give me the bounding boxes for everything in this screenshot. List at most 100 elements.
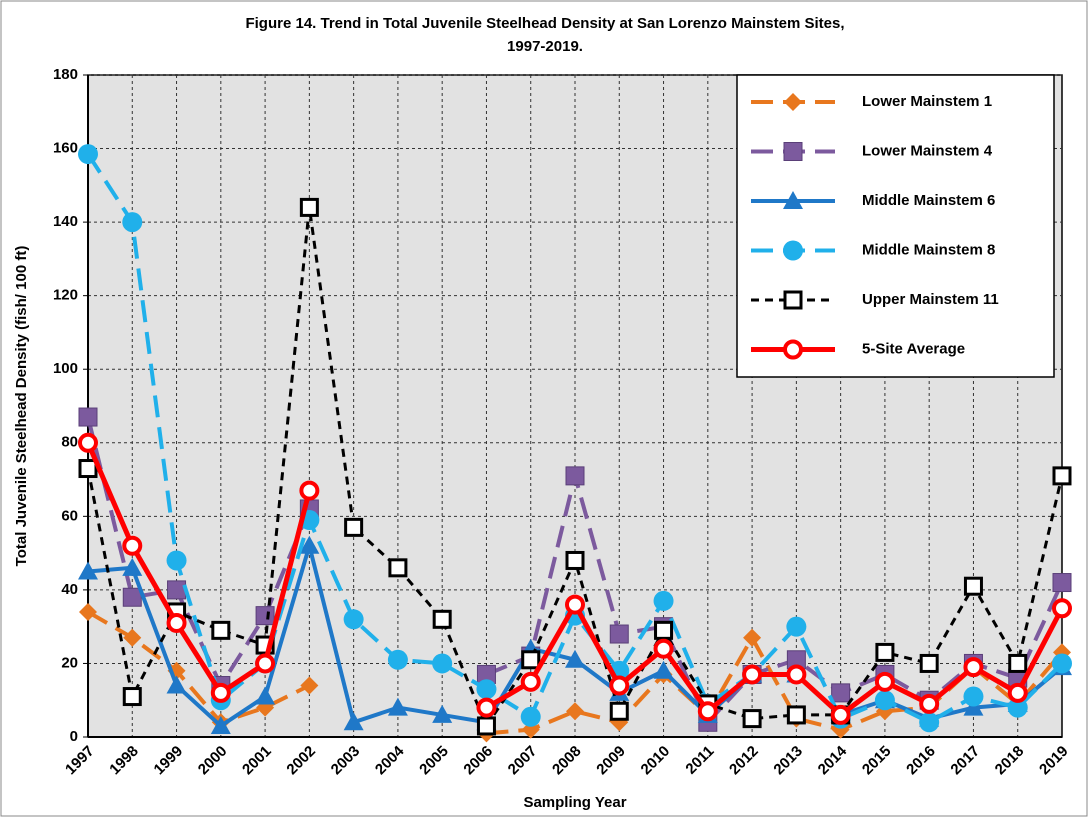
data-point [299, 197, 319, 217]
data-point [343, 609, 364, 630]
legend-label: Middle Mainstem 6 [862, 192, 995, 209]
data-point [122, 587, 142, 607]
data-point [387, 649, 408, 670]
data-point [166, 675, 187, 694]
data-point [786, 705, 806, 725]
y-tick-label: 40 [61, 581, 78, 598]
data-point [742, 664, 763, 685]
data-point [476, 679, 497, 700]
data-point [963, 697, 984, 716]
legend-marker [783, 290, 803, 310]
legend-marker [783, 339, 803, 360]
y-tick-label: 60 [61, 507, 78, 524]
series-line [85, 441, 312, 697]
data-point [210, 715, 231, 734]
data-point [520, 671, 541, 692]
data-point [963, 686, 984, 707]
data-point [122, 535, 143, 556]
data-point [476, 716, 496, 736]
data-point [388, 558, 408, 578]
data-point [255, 686, 276, 705]
data-point [1052, 653, 1072, 674]
chart-subtitle: 1997-2019. [507, 38, 583, 55]
y-axis-title: Total Juvenile Steelhead Density (fish/ … [13, 246, 30, 567]
data-point [166, 612, 187, 633]
y-tick-label: 140 [53, 213, 78, 230]
data-point [78, 432, 98, 453]
data-point [299, 480, 320, 501]
data-point [963, 657, 984, 678]
data-point [1007, 682, 1028, 703]
data-point [78, 407, 98, 427]
data-point [1007, 697, 1028, 718]
data-point [565, 594, 585, 615]
data-point [122, 557, 143, 576]
data-point [78, 459, 98, 479]
data-point [1052, 573, 1072, 593]
data-point [654, 620, 674, 640]
series-line [485, 468, 1064, 726]
data-point [167, 580, 187, 600]
data-point [653, 660, 674, 679]
y-tick-label: 100 [53, 360, 78, 377]
data-point [387, 697, 408, 716]
data-point [432, 609, 452, 629]
legend-label: 5-Site Average [862, 340, 965, 357]
data-point [786, 616, 807, 637]
y-tick-label: 20 [61, 654, 78, 671]
data-point [432, 653, 453, 674]
data-point [963, 576, 983, 596]
data-point [123, 628, 142, 647]
series-line [486, 633, 1064, 736]
data-point [831, 683, 851, 703]
data-point [874, 671, 895, 692]
data-point [875, 642, 895, 662]
data-point [609, 701, 629, 721]
data-point [653, 638, 674, 659]
legend-label: Middle Mainstem 8 [862, 241, 995, 258]
data-point [919, 653, 939, 673]
y-tick-label: 0 [70, 728, 78, 745]
data-point [300, 676, 319, 695]
legend-marker [783, 240, 803, 261]
data-point [565, 466, 585, 486]
legend-label: Lower Mainstem 1 [862, 93, 992, 110]
data-point [299, 535, 320, 554]
data-point [566, 702, 584, 721]
data-point [476, 697, 497, 718]
data-point [1052, 598, 1072, 619]
data-point [1008, 653, 1028, 673]
data-point [609, 624, 629, 644]
data-point [565, 550, 585, 570]
data-point [255, 606, 275, 626]
data-point [653, 590, 674, 611]
data-point [343, 712, 364, 731]
data-point [166, 550, 187, 571]
data-point [211, 620, 231, 640]
data-point [919, 712, 940, 733]
legend-marker [783, 142, 803, 161]
data-point [830, 704, 851, 725]
data-point [210, 682, 231, 703]
data-point [122, 212, 143, 233]
data-point [1052, 466, 1072, 486]
data-point [743, 628, 762, 647]
y-tick-label: 120 [53, 287, 78, 304]
legend-box [736, 74, 1055, 378]
data-point [78, 144, 98, 165]
data-point [255, 653, 276, 674]
y-tick-label: 160 [53, 140, 78, 157]
data-point [874, 690, 895, 711]
data-point [344, 517, 364, 537]
legend-label: Lower Mainstem 4 [862, 142, 993, 159]
data-point [79, 602, 97, 621]
data-point [520, 706, 541, 727]
data-point [919, 693, 940, 714]
chart-title: Figure 14. Trend in Total Juvenile Steel… [245, 15, 844, 32]
y-tick-label: 180 [53, 66, 78, 83]
y-tick-label: 80 [61, 434, 78, 451]
data-point [786, 664, 807, 685]
data-point [521, 650, 541, 670]
data-point [609, 675, 630, 696]
